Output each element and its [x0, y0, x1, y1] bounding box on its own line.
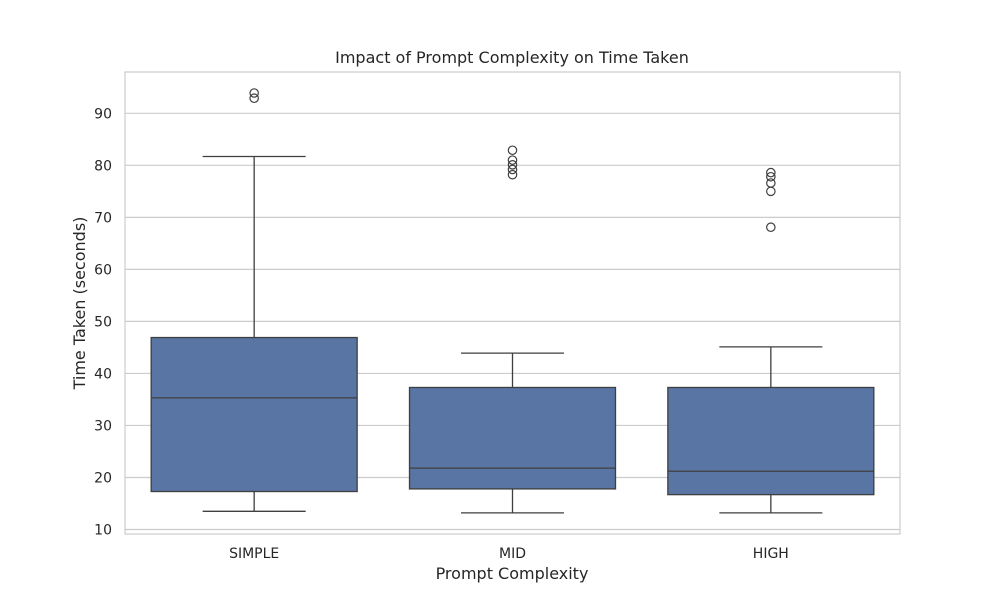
x-axis-label: Prompt Complexity [436, 564, 589, 583]
box-high [667, 386, 875, 496]
box-mid [408, 386, 617, 490]
box-simple [150, 336, 358, 493]
outlier-high-2 [766, 178, 776, 188]
outlier-mid-3 [507, 155, 518, 165]
y-tick-label-90: 90 [94, 106, 112, 122]
outlier-mid-1 [507, 164, 518, 175]
box-group-high [667, 167, 875, 514]
x-tick-label-simple: SIMPLE [229, 546, 279, 562]
outlier-mid-4 [507, 145, 518, 156]
y-tick-label-70: 70 [94, 210, 112, 226]
outlier-high-4 [766, 167, 776, 178]
x-tick-labels: SIMPLE MID HIGH [229, 546, 789, 562]
outlier-high-0 [766, 222, 776, 233]
x-tick-label-mid: MID [499, 546, 526, 562]
outlier-mid-2 [507, 160, 518, 170]
box-group-simple [150, 88, 358, 512]
y-tick-label-20: 20 [94, 470, 112, 486]
x-tick-label-high: HIGH [753, 546, 789, 562]
y-tick-label-10: 10 [94, 523, 112, 539]
y-tick-label-50: 50 [94, 314, 112, 330]
y-tick-label-60: 60 [94, 262, 112, 278]
y-tick-label-30: 30 [94, 418, 112, 434]
outlier-simple-0 [249, 93, 259, 104]
y-tick-label-80: 80 [94, 158, 112, 174]
outlier-mid-0 [507, 169, 518, 180]
y-axis-label: Time Taken (seconds) [70, 217, 89, 391]
y-tick-label-40: 40 [94, 366, 112, 382]
box-group-mid [408, 145, 617, 514]
outlier-high-3 [766, 171, 776, 182]
y-tick-labels: 10 20 30 40 50 60 70 80 90 [94, 106, 112, 538]
outlier-simple-1 [249, 88, 259, 98]
chart-title: Impact of Prompt Complexity on Time Take… [335, 48, 689, 67]
boxes [150, 88, 875, 514]
